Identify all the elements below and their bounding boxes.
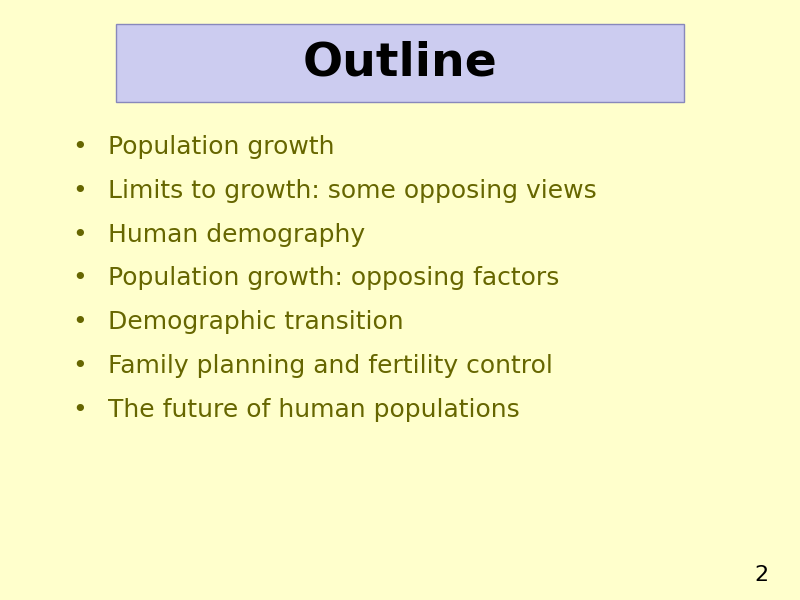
- Text: •: •: [73, 310, 87, 334]
- Text: •: •: [73, 354, 87, 378]
- Text: •: •: [73, 398, 87, 422]
- Text: 2: 2: [754, 565, 768, 585]
- Text: •: •: [73, 266, 87, 290]
- Text: Outline: Outline: [302, 40, 498, 85]
- Text: Limits to growth: some opposing views: Limits to growth: some opposing views: [108, 179, 597, 203]
- Text: Human demography: Human demography: [108, 223, 365, 247]
- FancyBboxPatch shape: [116, 24, 684, 102]
- Text: •: •: [73, 179, 87, 203]
- Text: •: •: [73, 223, 87, 247]
- Text: Family planning and fertility control: Family planning and fertility control: [108, 354, 553, 378]
- Text: The future of human populations: The future of human populations: [108, 398, 520, 422]
- Text: Population growth: Population growth: [108, 135, 334, 159]
- Text: •: •: [73, 135, 87, 159]
- Text: Demographic transition: Demographic transition: [108, 310, 404, 334]
- Text: Population growth: opposing factors: Population growth: opposing factors: [108, 266, 559, 290]
